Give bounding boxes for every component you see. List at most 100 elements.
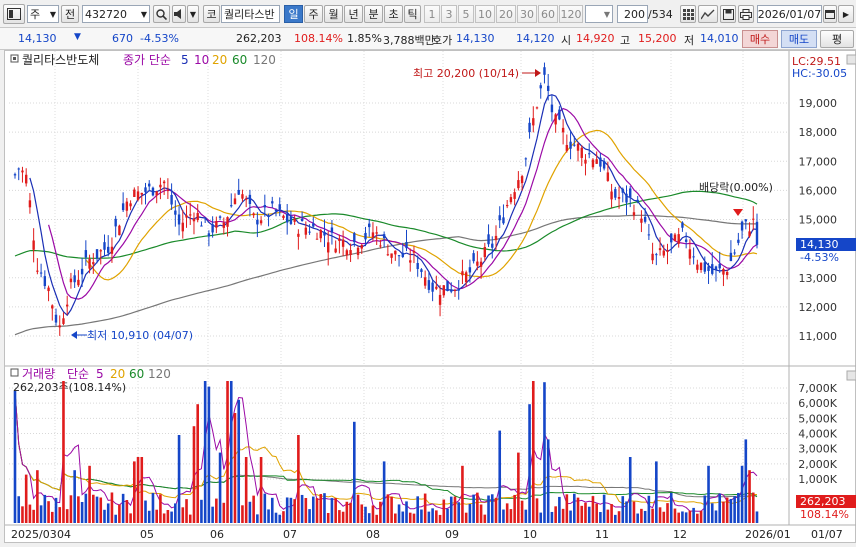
- layout-icon[interactable]: [3, 4, 25, 24]
- tab-period-second[interactable]: 초: [384, 5, 403, 23]
- interval-button[interactable]: 120: [559, 5, 583, 23]
- interval-button[interactable]: 30: [517, 5, 537, 23]
- count-input[interactable]: 200: [617, 5, 648, 23]
- candle-body: [427, 280, 431, 290]
- candle-body: [666, 249, 669, 252]
- candle-body: [58, 325, 61, 328]
- eval-button[interactable]: 평: [820, 30, 854, 48]
- volume-bar: [707, 465, 710, 523]
- x-tick-label: 04: [57, 528, 71, 541]
- volume-bar: [606, 509, 610, 523]
- candle-body: [442, 285, 445, 296]
- volume-bar: [558, 496, 561, 523]
- date-input[interactable]: 2026/01/07: [757, 5, 822, 23]
- volume-bar: [405, 501, 408, 523]
- sell-button[interactable]: 매도: [781, 30, 817, 48]
- interval-button[interactable]: 10: [475, 5, 495, 23]
- volume-bar: [36, 470, 39, 523]
- price-volume-chart[interactable]: 퀄리타스반도체 종가 단순 5 10 20 60 120 최고 20,200 (…: [5, 51, 856, 544]
- volume-bar: [285, 497, 289, 523]
- volume-bar: [151, 493, 155, 523]
- candle-body: [118, 225, 121, 236]
- volume-bar: [539, 512, 543, 523]
- tab-period-minute[interactable]: 분: [364, 5, 383, 23]
- candle-body: [248, 194, 252, 204]
- candle-body: [520, 176, 524, 184]
- volume-bar: [211, 506, 214, 523]
- grid-icon[interactable]: [680, 5, 696, 23]
- interval-button[interactable]: 20: [496, 5, 516, 23]
- volume-bar: [666, 503, 669, 523]
- candle-body: [617, 197, 621, 199]
- volume-tick-label: 5,000K: [798, 412, 837, 425]
- volume-bar: [125, 500, 129, 523]
- prefix-button[interactable]: 전: [61, 5, 79, 23]
- x-tick-label: 2025/03: [11, 528, 57, 541]
- candle-body: [69, 278, 73, 283]
- speaker-icon[interactable]: [172, 5, 186, 23]
- current-volume-tag-text: 262,203: [800, 495, 846, 508]
- stock-name-field[interactable]: 퀄리타스반: [221, 5, 280, 23]
- volume-bar: [755, 511, 759, 523]
- candle-body: [748, 231, 751, 237]
- save-icon[interactable]: [720, 5, 736, 23]
- stock-code-input[interactable]: 432720 ▼: [82, 5, 150, 23]
- chevron-right-icon[interactable]: ▶: [838, 5, 854, 23]
- candle-body: [133, 189, 136, 197]
- candle-body: [88, 258, 91, 269]
- candle-body: [181, 222, 184, 232]
- tab-period-week[interactable]: 주: [304, 5, 323, 23]
- interval-button[interactable]: 3: [441, 5, 457, 23]
- candle-body: [438, 294, 442, 305]
- volume-bar: [632, 501, 636, 523]
- volume-bar: [80, 501, 84, 523]
- scroll-button[interactable]: [846, 54, 856, 65]
- interval-button[interactable]: 5: [458, 5, 474, 23]
- candle-body: [528, 122, 531, 133]
- buy-button[interactable]: 매수: [742, 30, 778, 48]
- chart-tools-icon[interactable]: [698, 5, 718, 23]
- search-icon[interactable]: [153, 5, 170, 23]
- market-select[interactable]: 주 ▼: [27, 5, 59, 23]
- open-price: 14,920: [576, 32, 615, 45]
- volume-summary: 262,203주(108.14%): [13, 381, 126, 394]
- tab-period-day[interactable]: 일: [284, 5, 303, 23]
- candle-body: [684, 239, 688, 242]
- stock-name-prefix[interactable]: 코: [203, 5, 220, 23]
- pane-settings-icon[interactable]: [10, 54, 19, 63]
- volume-bar: [453, 496, 457, 523]
- price-ma-5: 5: [181, 53, 189, 67]
- candle-body: [699, 262, 703, 270]
- scroll-button[interactable]: [846, 370, 856, 381]
- volume-bar: [751, 492, 755, 523]
- volume-bar: [192, 426, 196, 523]
- volume-bar: [334, 498, 337, 523]
- candle-body: [725, 272, 729, 276]
- candle-body: [688, 249, 692, 259]
- price-change-pct: -4.53%: [140, 32, 179, 45]
- speaker-menu-icon[interactable]: ▼: [187, 5, 199, 23]
- volume-bar: [289, 497, 293, 523]
- price-tick-label: 17,000: [799, 155, 838, 168]
- trade-volume: 262,203: [236, 32, 282, 45]
- volume-ma-60: 60: [129, 367, 144, 381]
- chart-area[interactable]: 퀄리타스반도체 종가 단순 5 10 20 60 120 최고 20,200 (…: [4, 50, 856, 543]
- print-icon[interactable]: [738, 5, 754, 23]
- candle-body: [535, 107, 539, 109]
- volume-bar: [166, 510, 170, 523]
- pane-settings-icon[interactable]: [10, 368, 19, 377]
- interval-custom-select[interactable]: ▼: [585, 5, 613, 23]
- tab-period-year[interactable]: 년: [344, 5, 363, 23]
- volume-bar: [308, 509, 311, 523]
- volume-bar: [345, 501, 349, 523]
- chart-grid: [5, 51, 856, 526]
- candle-body: [110, 246, 114, 254]
- calendar-icon[interactable]: [823, 5, 837, 23]
- interval-button[interactable]: 1: [424, 5, 440, 23]
- tab-period-month[interactable]: 월: [324, 5, 343, 23]
- tab-period-tick[interactable]: 틱: [404, 5, 421, 23]
- candle-body: [297, 233, 300, 237]
- volume-bar: [412, 513, 416, 523]
- interval-button[interactable]: 60: [538, 5, 558, 23]
- volume-bar: [28, 504, 32, 523]
